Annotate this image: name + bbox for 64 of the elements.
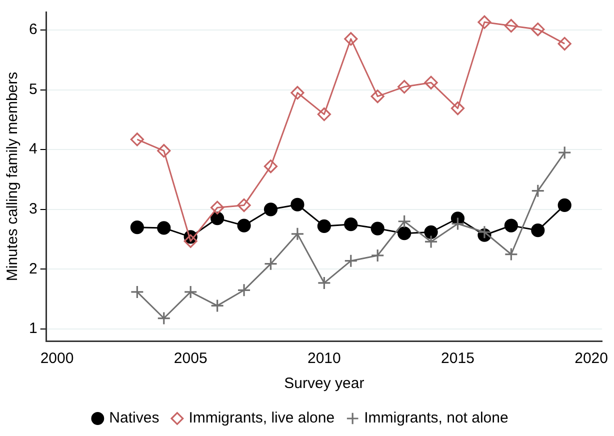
- point: [237, 198, 251, 212]
- x-tick-label: 2005: [174, 350, 208, 368]
- x-tick-label: 2020: [574, 350, 608, 368]
- point: [558, 146, 572, 160]
- point: [424, 76, 438, 90]
- point: [478, 15, 492, 29]
- point: [504, 18, 518, 33]
- point: [370, 248, 384, 262]
- point: [237, 283, 251, 297]
- x-tick-label: 2010: [307, 350, 341, 368]
- point: [157, 144, 171, 158]
- point: [157, 221, 171, 235]
- point: [290, 86, 304, 100]
- y-axis-title: Minutes calling family members: [4, 72, 22, 282]
- point: [317, 276, 331, 290]
- point: [130, 285, 144, 299]
- legend-label: Natives: [109, 410, 160, 427]
- point: [290, 198, 304, 212]
- y-tick-label: 6: [29, 21, 38, 38]
- point: [157, 311, 171, 326]
- point: [504, 218, 518, 232]
- x-tick-label: 2015: [441, 350, 474, 368]
- point: [450, 102, 465, 116]
- x-axis-title: Survey year: [284, 375, 364, 392]
- point: [344, 32, 358, 46]
- point: [130, 220, 144, 234]
- point: [210, 200, 224, 214]
- point: [531, 224, 545, 238]
- y-tick-label: 3: [29, 200, 38, 218]
- point: [264, 202, 278, 216]
- point: [450, 216, 465, 231]
- point: [370, 222, 384, 236]
- point: [370, 90, 384, 104]
- point: [130, 132, 144, 146]
- point: [210, 212, 224, 226]
- point: [531, 22, 545, 36]
- point: [424, 225, 438, 239]
- point: [317, 107, 331, 122]
- point: [344, 254, 358, 268]
- legend-label: Immigrants, live alone: [188, 410, 335, 427]
- y-tick-label: 2: [29, 260, 38, 278]
- point: [558, 36, 572, 51]
- legend-label: Immigrants, not alone: [364, 410, 508, 427]
- y-tick-label: 1: [29, 320, 38, 338]
- point: [398, 226, 412, 240]
- point: [478, 225, 492, 239]
- point: [184, 285, 198, 299]
- point: [398, 80, 412, 94]
- point: [264, 160, 278, 174]
- point: [210, 298, 224, 313]
- y-tick-label: 4: [29, 140, 38, 158]
- point: [344, 218, 358, 232]
- point: [531, 184, 545, 198]
- point: [317, 219, 331, 233]
- point: [504, 247, 518, 262]
- point: [264, 257, 278, 271]
- point: [424, 234, 438, 248]
- point: [398, 214, 412, 228]
- y-tick-label: 5: [29, 80, 38, 98]
- point: [237, 218, 251, 232]
- point: [290, 227, 304, 241]
- x-tick-label: 2000: [40, 350, 74, 368]
- point: [558, 198, 572, 212]
- point: [184, 234, 198, 248]
